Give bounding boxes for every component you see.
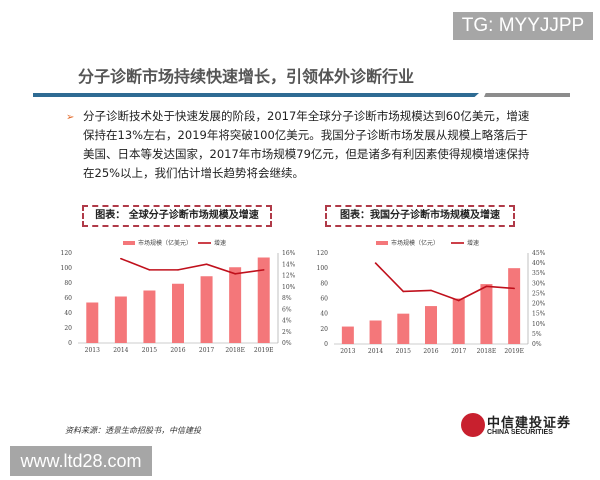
legend-bar-label: 市场规模（亿元）: [391, 239, 439, 247]
page-title: 分子诊断市场持续快速增长，引领体外诊断行业: [78, 67, 415, 86]
growth-point: [262, 269, 265, 271]
bar: [425, 306, 437, 344]
x-tick-label: 2019E: [504, 348, 524, 355]
legend-bar-label: 市场规模（亿美元）: [138, 239, 192, 247]
body-paragraph: 分子诊断技术处于快速发展的阶段，2017年全球分子诊断市场规模达到60亿美元，增…: [83, 109, 530, 180]
left-tick-label: 40: [320, 311, 328, 318]
bullet-arrow-icon: ➢: [66, 112, 75, 123]
legend-line-label: 增速: [467, 239, 479, 247]
left-tick-label: 100: [61, 265, 73, 272]
growth-point: [430, 289, 432, 292]
right-tick-label: 14%: [282, 261, 296, 268]
left-tick-label: 20: [64, 325, 72, 332]
title-rule-gray: [484, 93, 570, 97]
watermark-top: TG: MYYJJPP: [453, 12, 593, 40]
x-tick-label: 2017: [451, 348, 466, 355]
growth-point: [148, 269, 151, 271]
x-tick-label: 2018E: [477, 348, 497, 355]
bar: [143, 290, 156, 343]
right-tick-label: 40%: [532, 260, 546, 267]
legend-bar-swatch: [376, 241, 388, 245]
right-tick-label: 10%: [282, 284, 296, 291]
chart-title-global: 图表： 全球分子诊断市场规模及增速: [82, 205, 272, 227]
left-tick-label: 0: [324, 341, 328, 348]
right-tick-label: 4%: [282, 318, 292, 325]
bar: [114, 296, 127, 343]
left-tick-label: 0: [68, 340, 72, 347]
right-tick-label: 12%: [282, 273, 296, 280]
growth-point: [205, 263, 208, 266]
growth-point: [374, 262, 377, 264]
growth-line: [120, 257, 264, 275]
right-tick-label: 25%: [532, 290, 546, 297]
legend-bar-swatch: [123, 241, 135, 245]
right-tick-label: 0%: [282, 340, 292, 347]
right-tick-label: 35%: [532, 270, 546, 277]
x-tick-label: 2014: [368, 348, 383, 355]
bar: [480, 284, 493, 344]
growth-point: [513, 287, 515, 290]
growth-point: [120, 257, 122, 260]
growth-line: [374, 262, 515, 302]
chart-title-china: 图表：我国分子诊断市场规模及增速: [325, 205, 515, 227]
source-note: 资料来源：透景生命招股书，中信建投: [65, 426, 201, 435]
left-tick-label: 80: [320, 280, 328, 287]
left-tick-label: 120: [61, 250, 73, 257]
logo-chinese: 中信建投证券: [487, 416, 572, 431]
bar: [257, 257, 270, 343]
right-tick-label: 45%: [532, 250, 546, 257]
logo-english: CHINA SECURITIES: [487, 429, 553, 436]
chart-china: 0 20 40 60 80 100 120 0% 5% 10% 15% 20% 25% 30% 35% 40%…: [317, 239, 546, 355]
bar: [172, 283, 184, 343]
left-tick-label: 20: [320, 326, 328, 333]
right-tick-label: 15%: [532, 311, 546, 318]
x-tick-label: 2013: [85, 347, 100, 354]
right-tick-label: 6%: [282, 306, 292, 313]
growth-point: [485, 285, 488, 288]
growth-point: [234, 273, 236, 275]
bar: [200, 276, 213, 343]
right-tick-label: 10%: [532, 321, 546, 328]
x-tick-label: 2013: [340, 348, 355, 355]
left-tick-label: 40: [64, 310, 72, 317]
growth-point: [457, 299, 460, 302]
bar: [229, 267, 242, 343]
right-tick-label: 30%: [532, 280, 546, 287]
x-tick-label: 2018E: [225, 347, 245, 354]
x-tick-label: 2016: [423, 348, 438, 355]
bar: [341, 326, 354, 344]
bar: [397, 313, 410, 344]
growth-point: [177, 269, 179, 271]
right-tick-label: 0%: [532, 341, 542, 348]
left-tick-label: 60: [64, 295, 72, 302]
x-tick-label: 2014: [113, 347, 128, 354]
x-tick-label: 2016: [170, 347, 185, 354]
bar: [452, 298, 465, 344]
x-tick-label: 2015: [396, 348, 411, 355]
title-rule-blue: [33, 93, 479, 97]
left-tick-label: 120: [317, 250, 329, 257]
x-tick-label: 2015: [142, 347, 157, 354]
left-tick-label: 100: [317, 265, 329, 272]
x-tick-label: 2017: [199, 347, 214, 354]
left-tick-label: 80: [64, 280, 72, 287]
chart-global: 0 20 40 60 80 100 120 0% 2% 4% 6% 8% 10% 12% 14% 16% 201…: [61, 239, 296, 354]
right-tick-label: 16%: [282, 250, 296, 257]
growth-point: [402, 290, 405, 293]
bar: [508, 268, 521, 344]
left-tick-label: 60: [320, 296, 328, 303]
right-tick-label: 2%: [282, 329, 292, 336]
x-tick-label: 2019E: [254, 347, 274, 354]
bar: [369, 320, 382, 344]
right-tick-label: 5%: [532, 331, 542, 338]
watermark-bottom: www.ltd28.com: [10, 446, 152, 476]
right-tick-label: 20%: [532, 301, 546, 308]
legend-line-label: 增速: [214, 239, 226, 247]
bar: [86, 302, 99, 343]
logo-seal-icon: [461, 413, 485, 437]
right-tick-label: 8%: [282, 295, 292, 302]
